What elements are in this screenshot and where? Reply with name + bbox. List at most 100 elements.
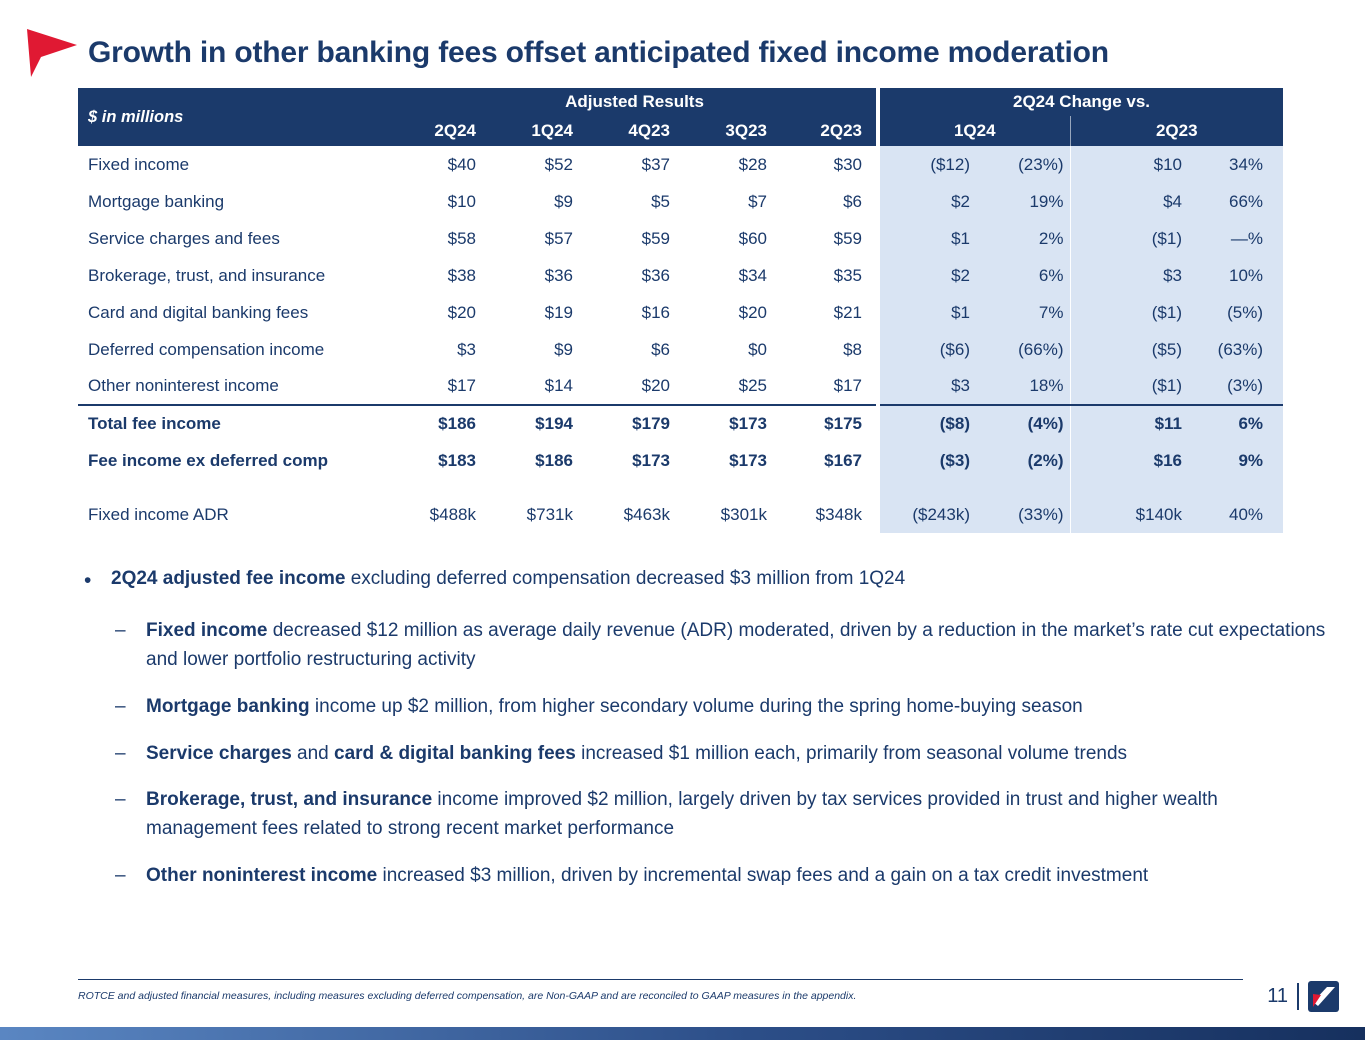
bullet-marker: – [115,789,126,811]
group-header-row: $ in millions Adjusted Results 2Q24 Chan… [78,88,1284,146]
change-cell: $3 [1069,257,1190,294]
table-row: Fixed income ADR $488k $731k $463k $301k $348… [78,496,1284,533]
change-cell [876,479,980,496]
value-cell: $60 [684,220,781,257]
table-row: Mortgage banking $10 $9 $5 $7 $6 $2 19% $4 66% [78,183,1284,220]
value-cell: $7 [684,183,781,220]
page-divider [1297,983,1299,1010]
value-cell: $30 [781,146,878,183]
change-cell [1190,479,1284,496]
row-label [78,479,393,496]
change-cell: (4%) [980,404,1070,442]
sub-bullet-item: – Service charges and card & digital bank… [115,740,1328,769]
value-cell: $5 [587,183,684,220]
value-cell: $16 [587,294,684,331]
bullet-text: Brokerage, trust, and insurance income i… [146,789,1218,840]
value-cell: $10 [393,183,490,220]
change-cell: 6% [1190,404,1284,442]
value-cell: $8 [781,331,878,368]
value-cell: $28 [684,146,781,183]
value-cell [490,479,587,496]
column-header-3q23: 3Q23 [684,116,781,146]
value-cell: $179 [587,404,684,442]
value-cell: $348k [781,496,878,533]
change-vs-header: 2Q24 Change vs. [875,88,1284,116]
row-label: Deferred compensation income [78,331,393,368]
table-row: Card and digital banking fees $20 $19 $16 $2… [78,294,1284,331]
row-label: Fee income ex deferred comp [78,442,393,479]
column-header-row: 2Q24 1Q24 4Q23 3Q23 2Q23 1Q24 2Q23 [78,116,1284,146]
bullet-text: Service charges and card & digital banki… [146,742,1128,764]
table-header: $ in millions Adjusted Results 2Q24 Chan… [78,88,1284,146]
column-header-2q24: 2Q24 [393,116,490,146]
column-header-1q24: 1Q24 [490,116,587,146]
bullet-text: Mortgage banking income up $2 million, f… [146,695,1083,717]
change-cell [1069,479,1190,496]
table-row: Fee income ex deferred comp $183 $186 $173 $… [78,442,1284,479]
change-cell: ($1) [1069,368,1190,405]
row-label: Total fee income [78,404,393,442]
value-cell: $19 [490,294,587,331]
value-cell: $186 [490,442,587,479]
value-cell: $36 [490,257,587,294]
value-cell: $194 [490,404,587,442]
value-cell: $9 [490,331,587,368]
value-cell: $17 [781,368,878,405]
change-cell: —% [1190,220,1284,257]
value-cell: $186 [393,404,490,442]
bullet-item: • 2Q24 adjusted fee income excluding defe… [84,565,1328,597]
value-cell: $40 [393,146,490,183]
table-row: Brokerage, trust, and insurance $38 $36 $36… [78,257,1284,294]
value-cell: $58 [393,220,490,257]
change-cell: (33%) [980,496,1070,533]
footer-rule [78,979,1243,980]
change-cell: 6% [980,257,1070,294]
bullet-marker: • [84,569,92,592]
value-cell: $52 [490,146,587,183]
value-cell: $173 [684,442,781,479]
company-logo-icon [1308,981,1339,1012]
row-label: Fixed income [78,146,393,183]
change-cell: $1 [876,220,980,257]
change-cell: 18% [980,368,1070,405]
change-cell: ($8) [876,404,980,442]
change-cell: ($1) [1069,294,1190,331]
table-row: Total fee income $186 $194 $179 $173 $175 ($8)… [78,404,1284,442]
row-label: Fixed income ADR [78,496,393,533]
bullet-text: Fixed income decreased $12 million as av… [146,619,1326,670]
change-cell: $4 [1069,183,1190,220]
table-row: Service charges and fees $58 $57 $59 $60 $59 $… [78,220,1284,257]
value-cell: $488k [393,496,490,533]
value-cell: $57 [490,220,587,257]
value-cell: $34 [684,257,781,294]
change-cell: 19% [980,183,1070,220]
change-cell: ($3) [876,442,980,479]
change-cell: (66%) [980,331,1070,368]
row-label: Card and digital banking fees [78,294,393,331]
fee-income-table: $ in millions Adjusted Results 2Q24 Chan… [78,88,1284,533]
value-cell: $14 [490,368,587,405]
change-cell: (3%) [1190,368,1284,405]
change-cell: $140k [1069,496,1190,533]
value-cell: $6 [781,183,878,220]
change-cell: $11 [1069,404,1190,442]
change-cell: 9% [1190,442,1284,479]
table-row: Other noninterest income $17 $14 $20 $25 $17 $… [78,368,1284,405]
change-cell: $1 [876,294,980,331]
change-cell: ($12) [876,146,980,183]
change-cell: $3 [876,368,980,405]
change-cell: 40% [1190,496,1284,533]
value-cell [587,479,684,496]
page-footer: 11 [1267,981,1339,1012]
change-cell: 7% [980,294,1070,331]
column-header-2q23: 2Q23 [781,116,878,146]
value-cell: $59 [587,220,684,257]
change-cell: (2%) [980,442,1070,479]
value-cell: $301k [684,496,781,533]
change-cell: 10% [1190,257,1284,294]
change-cell: 34% [1190,146,1284,183]
value-cell: $3 [393,331,490,368]
change-cell: $10 [1069,146,1190,183]
value-cell: $463k [587,496,684,533]
value-cell: $173 [684,404,781,442]
